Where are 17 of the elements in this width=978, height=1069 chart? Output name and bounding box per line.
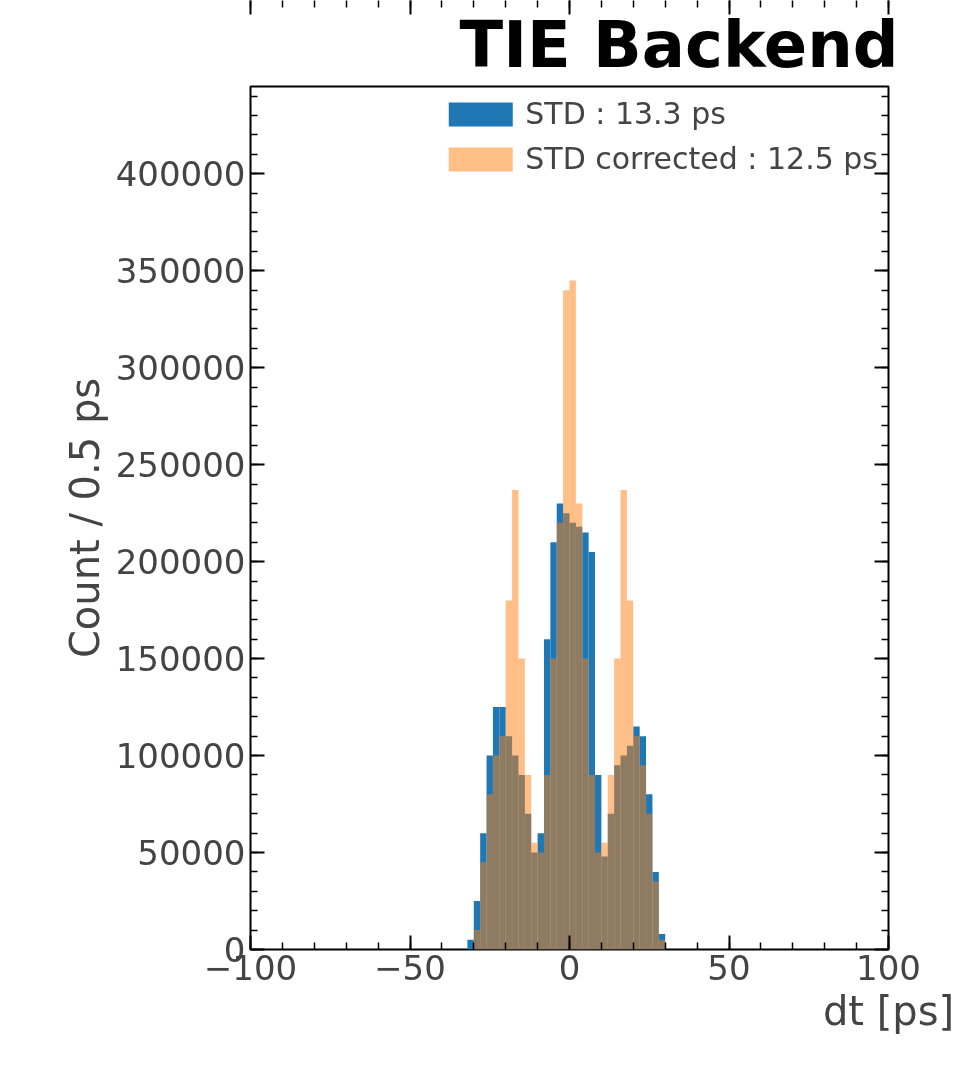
y-tick-label: 400000 [115,154,246,195]
y-tick-label: 250000 [115,445,246,486]
x-tick-label: −50 [374,947,446,988]
y-tick-label: 300000 [115,348,246,389]
y-tick-label: 50000 [137,833,246,874]
chart-title: TIE Backend [459,7,899,82]
y-tick-label: 150000 [115,639,246,680]
x-tick-label: 0 [558,947,581,988]
x-tick-label: 100 [856,947,921,988]
y-tick-label: 200000 [115,542,246,583]
x-tick-label: 50 [707,947,751,988]
legend-label: STD corrected : 12.5 ps [525,141,878,176]
x-axis-title: dt [ps] [822,987,955,1034]
legend-label: STD : 13.3 ps [525,96,726,131]
y-tick-label: 350000 [115,251,246,292]
y-axis-title: Count / 0.5 ps [61,377,108,659]
y-tick-label: 100000 [115,736,246,777]
